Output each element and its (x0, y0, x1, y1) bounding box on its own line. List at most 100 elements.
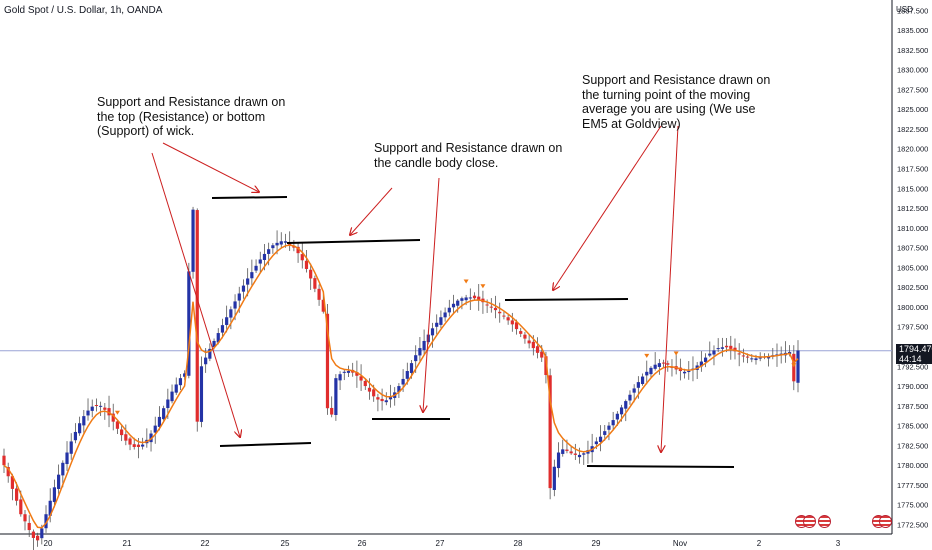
y-tick-label: 1825.000 (897, 105, 928, 114)
x-tick-label: 2 (757, 539, 762, 548)
candle-down (288, 243, 292, 245)
y-tick-label: 1827.500 (897, 85, 928, 94)
candle-up (241, 285, 246, 292)
currency-label[interactable]: USD (896, 5, 913, 14)
candle-up (653, 364, 657, 369)
candle-down (317, 288, 321, 300)
candle-up (624, 401, 628, 409)
candle-up (90, 406, 94, 411)
annotation-body: Support and Resistance drawn on the cand… (374, 141, 563, 170)
current-price-value: 1794.470 (899, 344, 932, 354)
candle-down (523, 334, 527, 339)
x-tick-label: 26 (358, 539, 367, 548)
y-tick-label: 1792.500 (897, 362, 928, 371)
candle-up (157, 416, 162, 427)
candle-down (498, 311, 502, 314)
candle-up (250, 272, 254, 279)
candle-up (619, 407, 624, 415)
candle-down (548, 375, 552, 489)
candle-up (346, 371, 351, 373)
candle-down (296, 246, 300, 254)
us-flag-event-icon[interactable] (803, 515, 816, 528)
candle-up (216, 333, 220, 343)
arrow-body-to-support (423, 177, 440, 412)
signal-markers (114, 279, 797, 415)
candle-down (309, 269, 313, 279)
candle-up (170, 391, 174, 402)
candle-down (661, 362, 666, 364)
x-tick-label: 25 (281, 539, 290, 548)
candle-down (2, 455, 6, 466)
candle-down (510, 320, 514, 325)
candle-down (128, 438, 132, 445)
candle-up (556, 452, 561, 469)
y-tick-label: 1782.500 (897, 441, 928, 450)
candle-up (699, 361, 703, 367)
candle-up (204, 357, 208, 365)
candle-up (384, 400, 388, 403)
candle-up (258, 259, 262, 264)
candle-down (23, 514, 27, 522)
y-tick-label: 1810.000 (897, 224, 928, 233)
candle-down (502, 315, 506, 317)
candle-up (603, 431, 607, 435)
x-tick-label: 29 (592, 539, 601, 548)
candle-down (304, 260, 309, 269)
candle-up (435, 322, 439, 327)
candle-up (48, 500, 52, 516)
candle-down (506, 317, 510, 321)
candle-up (754, 358, 758, 361)
arrow-wick-to-support (151, 152, 240, 437)
candle-up (141, 444, 145, 447)
candle-up (582, 453, 586, 455)
candle-up (191, 209, 195, 272)
resistance-line-ma (504, 298, 629, 301)
y-tick-label: 1790.000 (897, 382, 928, 391)
candle-up (414, 355, 418, 362)
candle-up (153, 425, 157, 433)
candle-up (73, 431, 78, 441)
candle-up (44, 514, 48, 529)
candle-up (628, 394, 632, 401)
candle-up (439, 317, 443, 325)
candle-down (540, 351, 544, 358)
candle-down (330, 407, 334, 415)
annotation-moving-average: Support and Resistance drawn on the turn… (582, 73, 771, 131)
y-tick-label: 1815.000 (897, 184, 928, 193)
candle-up (443, 312, 447, 318)
candle-down (313, 278, 317, 289)
candle-down (31, 531, 36, 538)
us-flag-event-icon[interactable] (818, 515, 831, 528)
y-tick-label: 1807.500 (897, 244, 928, 253)
candle-up (57, 474, 61, 489)
y-tick-label: 1797.500 (897, 323, 928, 332)
y-tick-label: 1835.000 (897, 26, 928, 35)
candle-up (640, 376, 645, 385)
signal-marker (673, 351, 679, 356)
us-flag-event-icon[interactable] (879, 515, 892, 528)
candle-up (254, 265, 258, 271)
y-tick-label: 1802.500 (897, 283, 928, 292)
support-line-ma (586, 465, 735, 468)
x-tick-label: Nov (673, 539, 687, 548)
candle-down (380, 398, 384, 402)
candle-up (225, 317, 229, 325)
y-tick-label: 1772.500 (897, 521, 928, 530)
candle-up (703, 357, 708, 363)
candle-up (397, 386, 401, 393)
candle-down (363, 380, 367, 387)
candle-up (451, 303, 456, 308)
candle-countdown: 44:14 (899, 354, 922, 364)
signal-marker (480, 284, 486, 289)
symbol-title[interactable]: Gold Spot / U.S. Dollar, 1h, OANDA (4, 5, 163, 16)
y-tick-label: 1777.500 (897, 481, 928, 490)
candle-down (321, 299, 325, 312)
candle-down (741, 355, 745, 357)
candle-down (120, 429, 124, 436)
candle-up (208, 348, 212, 359)
x-tick-label: 21 (123, 539, 132, 548)
candle-up (69, 441, 73, 454)
candle-down (573, 453, 577, 455)
candle-up (99, 405, 103, 407)
